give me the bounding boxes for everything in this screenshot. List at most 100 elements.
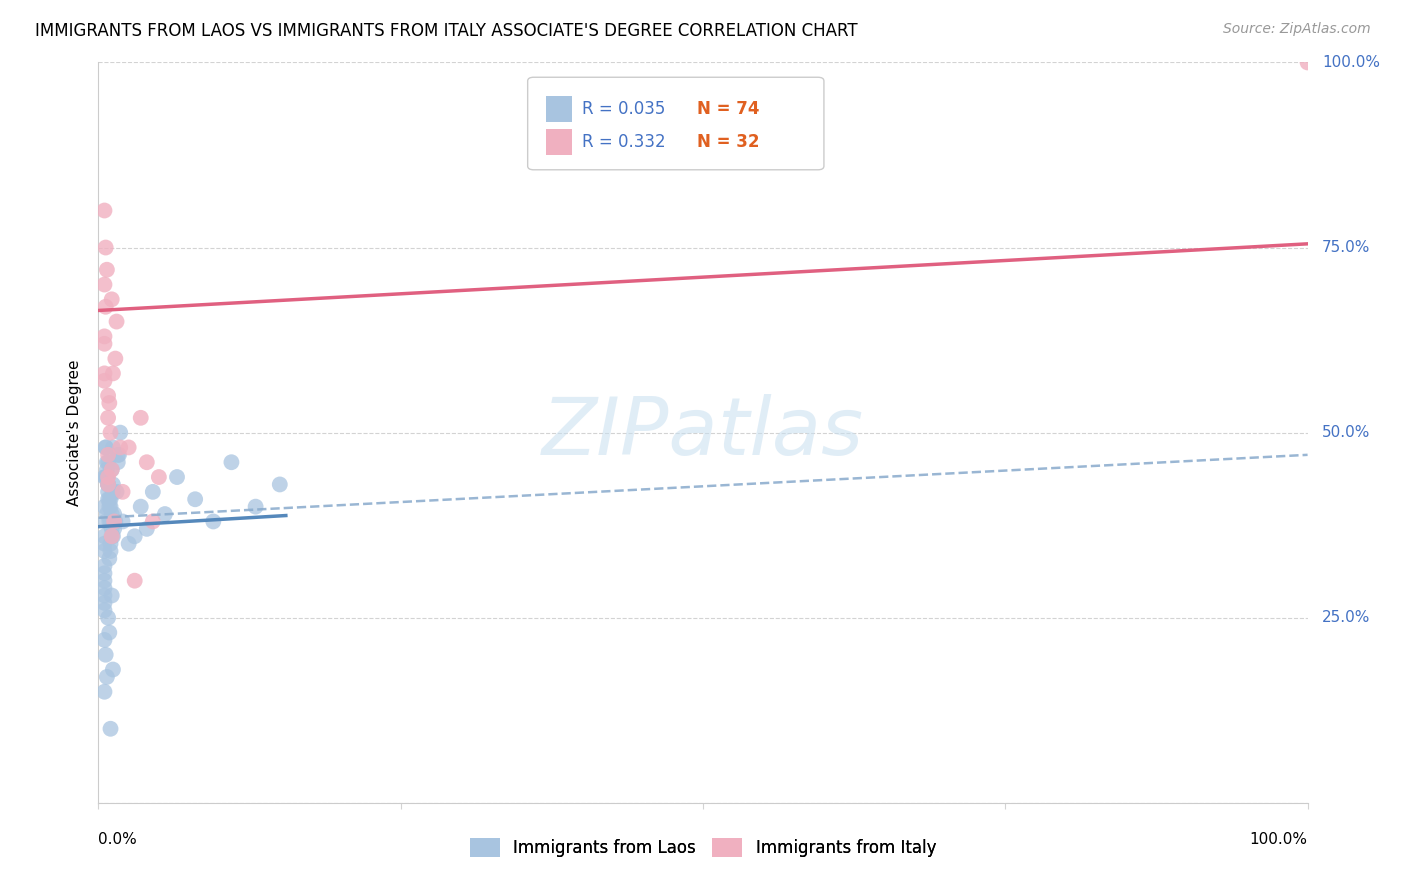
Point: [93, 632, 115, 647]
Point: [100, 492, 122, 507]
Y-axis label: Associate's Degree: Associate's Degree: [67, 359, 83, 506]
Point: [101, 367, 124, 381]
Point: [103, 515, 125, 529]
Point: [97, 470, 120, 484]
Point: [129, 410, 152, 425]
Point: [135, 455, 157, 469]
Point: [94, 441, 117, 455]
Point: [108, 441, 131, 455]
Point: [107, 455, 129, 469]
Text: R = 0.035: R = 0.035: [582, 100, 665, 118]
Point: [101, 477, 124, 491]
Point: [96, 507, 118, 521]
Point: [100, 293, 122, 307]
Point: [104, 515, 127, 529]
Point: [94, 470, 117, 484]
Point: [100, 722, 122, 736]
Point: [93, 581, 115, 595]
FancyBboxPatch shape: [527, 78, 824, 169]
Point: [97, 484, 120, 499]
Point: [103, 507, 125, 521]
Point: [124, 574, 146, 588]
Point: [98, 551, 121, 566]
Point: [97, 492, 120, 507]
Point: [93, 203, 115, 218]
Point: [135, 522, 157, 536]
Point: [93, 500, 115, 514]
Point: [148, 470, 170, 484]
Point: [97, 410, 120, 425]
Point: [97, 477, 120, 491]
Point: [107, 448, 129, 462]
Point: [93, 329, 115, 343]
Point: [93, 574, 115, 588]
Point: [105, 314, 128, 328]
Point: [118, 441, 141, 455]
Point: [96, 455, 118, 469]
Point: [97, 477, 120, 491]
Point: [108, 425, 131, 440]
Point: [111, 484, 134, 499]
Point: [221, 455, 243, 469]
Text: 100.0%: 100.0%: [1322, 55, 1381, 70]
Point: [93, 544, 115, 558]
Point: [93, 470, 115, 484]
Point: [184, 492, 207, 507]
Point: [93, 596, 115, 610]
Point: [96, 262, 118, 277]
Point: [93, 603, 115, 617]
Point: [101, 484, 124, 499]
FancyBboxPatch shape: [546, 128, 572, 154]
Point: [103, 522, 125, 536]
Point: [97, 388, 120, 402]
Point: [124, 529, 146, 543]
Point: [101, 529, 124, 543]
Point: [93, 566, 115, 581]
Point: [97, 610, 120, 624]
Point: [105, 484, 128, 499]
Point: [93, 367, 115, 381]
Text: R = 0.332: R = 0.332: [582, 133, 665, 151]
Point: [93, 529, 115, 543]
Point: [93, 336, 115, 351]
Point: [97, 455, 120, 469]
Point: [100, 500, 122, 514]
Point: [94, 648, 117, 662]
Point: [101, 663, 124, 677]
Point: [98, 625, 121, 640]
Point: [111, 515, 134, 529]
Text: 50.0%: 50.0%: [1322, 425, 1371, 440]
Point: [98, 492, 121, 507]
Point: [98, 515, 121, 529]
Point: [153, 507, 176, 521]
Text: Source: ZipAtlas.com: Source: ZipAtlas.com: [1223, 22, 1371, 37]
Point: [93, 536, 115, 550]
Point: [100, 529, 122, 543]
Point: [97, 477, 120, 491]
FancyBboxPatch shape: [546, 96, 572, 122]
Point: [108, 448, 131, 462]
Text: ZIPatlas: ZIPatlas: [541, 393, 865, 472]
Point: [100, 529, 122, 543]
Point: [97, 477, 120, 491]
Point: [93, 374, 115, 388]
Point: [94, 515, 117, 529]
Point: [93, 589, 115, 603]
Point: [166, 470, 188, 484]
Point: [93, 277, 115, 292]
Point: [142, 484, 165, 499]
Point: [101, 441, 124, 455]
Text: 0.0%: 0.0%: [98, 831, 138, 847]
Point: [98, 396, 121, 410]
Text: 25.0%: 25.0%: [1322, 610, 1371, 625]
Point: [100, 544, 122, 558]
Point: [97, 448, 120, 462]
Point: [100, 589, 122, 603]
Point: [100, 462, 122, 476]
Point: [96, 470, 118, 484]
Point: [129, 500, 152, 514]
Point: [100, 462, 122, 476]
Point: [1296, 55, 1319, 70]
Point: [245, 500, 267, 514]
Point: [93, 558, 115, 573]
